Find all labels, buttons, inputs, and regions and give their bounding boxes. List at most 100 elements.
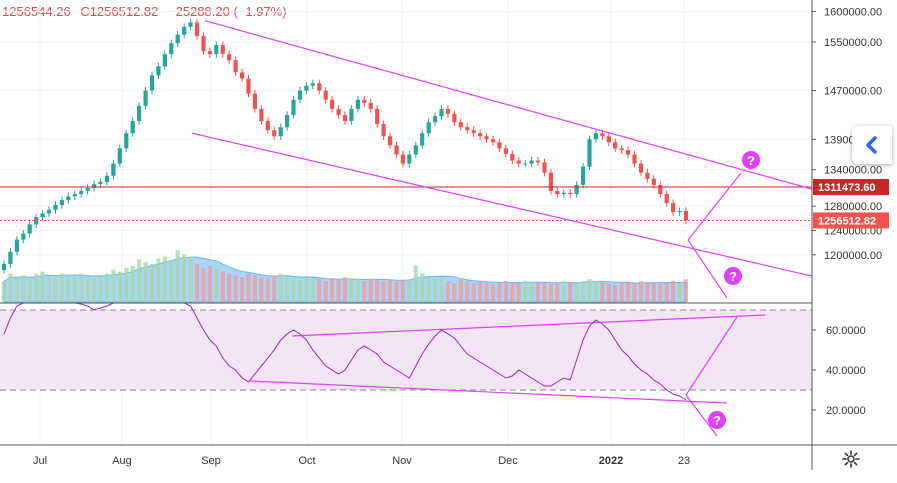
volume-bar	[362, 281, 367, 302]
candle-body	[516, 160, 521, 164]
candle-body	[394, 145, 399, 155]
candle-body	[413, 145, 418, 155]
candle-body	[175, 34, 180, 44]
resistance-price-tag-bg	[813, 179, 889, 196]
volume-bar	[381, 281, 386, 302]
price-tick-label: 1340000.00	[824, 165, 882, 177]
rsi-projection-down	[685, 394, 718, 437]
collapse-panel-button[interactable]	[852, 126, 892, 164]
candle-body	[21, 233, 26, 240]
volume-bar	[194, 264, 200, 302]
volume-bar	[14, 277, 19, 302]
resistance-price-tag: 1311473.60	[818, 182, 876, 194]
volume-bar	[220, 271, 225, 302]
candle-body	[272, 130, 277, 137]
volume-bar	[452, 283, 457, 302]
volume-bar	[535, 283, 541, 302]
volume-bar	[581, 281, 586, 302]
candle-body	[207, 51, 212, 55]
question-mark-icon: ?	[747, 153, 755, 168]
volume-bar	[555, 283, 560, 302]
volume-bar	[375, 280, 380, 302]
volume-bar	[59, 273, 64, 302]
volume-bar	[85, 276, 90, 302]
volume-bar	[503, 281, 508, 302]
candle-body	[233, 60, 238, 73]
rsi-pane	[0, 302, 812, 437]
volume-bar	[484, 283, 489, 302]
candle-body	[587, 139, 592, 167]
volume-bar	[143, 262, 148, 302]
volume-bar	[400, 280, 405, 302]
candle-body	[240, 72, 245, 79]
candle-body	[400, 154, 405, 164]
volume-bar	[317, 279, 322, 302]
candle-body	[265, 121, 270, 131]
candle-body	[535, 160, 541, 163]
settings-gear-icon[interactable]	[841, 449, 861, 469]
candle-body	[149, 75, 155, 91]
candle-body	[188, 22, 193, 27]
channel-lower	[191, 132, 813, 277]
candle-body	[606, 136, 611, 143]
time-tick-label: Nov	[392, 455, 412, 467]
volume-bar	[349, 278, 354, 303]
candle-body	[130, 121, 135, 134]
candle-body	[677, 211, 682, 213]
time-tick-label: 2022	[599, 455, 623, 467]
chevron-left-icon	[866, 136, 877, 154]
candle-body	[46, 209, 52, 214]
volume-bar	[278, 273, 283, 302]
candle-body	[632, 154, 637, 164]
volume-bar	[66, 275, 71, 302]
candle-body	[561, 192, 566, 194]
volume-bar	[310, 278, 315, 303]
volume-bar	[130, 265, 135, 302]
candle-body	[478, 133, 483, 137]
time-tick-label: Sep	[201, 455, 221, 467]
grid	[0, 0, 812, 445]
candle-body	[66, 196, 71, 200]
candle-body	[683, 211, 689, 221]
projection-down	[687, 239, 728, 299]
rsi-lower-trend	[249, 380, 728, 404]
candle-body	[381, 124, 386, 137]
volume-bar	[79, 273, 84, 302]
volume-bar	[342, 277, 348, 302]
candle-body	[14, 239, 19, 252]
volume-bar	[613, 284, 618, 302]
volume-bar	[523, 281, 528, 302]
candle-body	[613, 142, 618, 149]
candle-body	[27, 224, 32, 234]
rsi-tick-label: 20.0000	[826, 405, 866, 417]
price-tick-label: 1280000.00	[824, 201, 882, 213]
candle-body	[143, 90, 148, 106]
candle-body	[336, 108, 341, 115]
volume-bar	[664, 283, 669, 302]
candle-body	[246, 78, 251, 94]
volume-bar	[259, 277, 264, 302]
volume-bar	[92, 278, 97, 303]
candle-body	[497, 142, 502, 149]
volume-bar	[490, 283, 496, 302]
volume-bar	[297, 279, 303, 302]
candle-body	[581, 166, 586, 185]
candle-body	[523, 163, 528, 165]
volume-bar	[53, 278, 58, 303]
volume-bar	[368, 279, 373, 302]
candle-body	[59, 200, 64, 205]
question-mark-icon: ?	[713, 413, 721, 428]
rsi-projection-up	[685, 316, 738, 396]
volume-bar	[433, 278, 438, 303]
volume-bar	[516, 283, 521, 302]
candle-body	[626, 150, 631, 155]
volume-bar	[201, 267, 206, 302]
candle-body	[439, 108, 444, 117]
candle-body	[117, 148, 122, 164]
candle-body	[156, 66, 161, 76]
volume-bar	[169, 260, 174, 302]
volume-bar	[182, 254, 187, 302]
price-tick-label: 1550000.00	[824, 37, 882, 49]
candle-body	[574, 184, 579, 194]
